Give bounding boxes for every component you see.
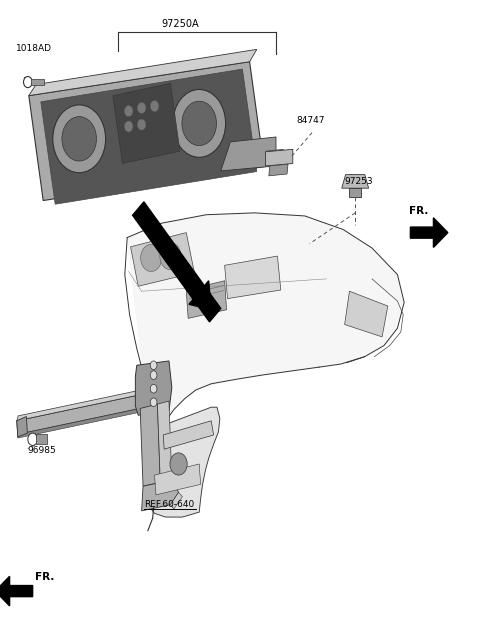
Polygon shape	[265, 149, 293, 166]
Polygon shape	[155, 464, 201, 495]
FancyBboxPatch shape	[36, 434, 47, 444]
Circle shape	[28, 433, 37, 445]
Text: FR.: FR.	[409, 206, 429, 216]
Circle shape	[141, 244, 162, 271]
Polygon shape	[170, 492, 182, 509]
Polygon shape	[132, 202, 221, 322]
Circle shape	[137, 119, 146, 130]
Polygon shape	[266, 149, 283, 162]
Text: 96985: 96985	[28, 447, 57, 455]
Circle shape	[150, 101, 159, 112]
Circle shape	[137, 102, 146, 114]
Polygon shape	[29, 49, 257, 96]
Polygon shape	[269, 164, 288, 176]
Circle shape	[124, 121, 133, 132]
Polygon shape	[29, 62, 264, 201]
Polygon shape	[225, 256, 281, 299]
Polygon shape	[157, 401, 172, 482]
Text: 1018AD: 1018AD	[16, 44, 52, 52]
Circle shape	[150, 384, 157, 393]
Polygon shape	[17, 390, 141, 421]
Text: 97253: 97253	[345, 177, 373, 186]
Circle shape	[53, 105, 106, 173]
Polygon shape	[342, 175, 369, 188]
Polygon shape	[410, 218, 448, 247]
Circle shape	[182, 101, 216, 146]
Polygon shape	[113, 83, 180, 164]
Circle shape	[62, 117, 96, 161]
Polygon shape	[189, 281, 211, 310]
Text: REF.60-640: REF.60-640	[144, 500, 194, 509]
Text: FR.: FR.	[35, 572, 54, 582]
Polygon shape	[17, 416, 27, 437]
Text: 84747: 84747	[297, 117, 325, 125]
Polygon shape	[18, 408, 140, 438]
Circle shape	[150, 361, 157, 370]
Polygon shape	[345, 291, 388, 337]
Polygon shape	[17, 395, 140, 434]
Circle shape	[24, 77, 32, 88]
Circle shape	[160, 242, 181, 270]
Polygon shape	[146, 407, 220, 517]
Polygon shape	[140, 404, 160, 486]
Circle shape	[150, 371, 157, 379]
Polygon shape	[221, 137, 276, 171]
Polygon shape	[131, 233, 194, 286]
Polygon shape	[163, 421, 214, 449]
Polygon shape	[127, 213, 404, 447]
Circle shape	[173, 89, 226, 157]
Polygon shape	[142, 480, 179, 511]
FancyBboxPatch shape	[31, 79, 44, 85]
Polygon shape	[0, 576, 33, 606]
Polygon shape	[186, 281, 227, 318]
Circle shape	[124, 106, 133, 117]
Circle shape	[170, 453, 187, 475]
Polygon shape	[135, 361, 172, 415]
Polygon shape	[41, 69, 257, 204]
Circle shape	[150, 398, 157, 407]
Text: 97250A: 97250A	[161, 19, 199, 28]
FancyBboxPatch shape	[349, 188, 361, 197]
